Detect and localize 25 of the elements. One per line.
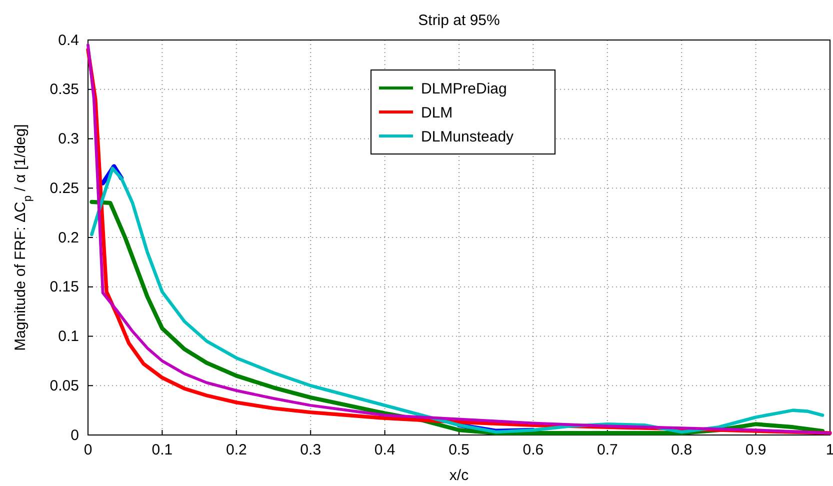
x-tick-label: 0 xyxy=(84,442,92,459)
y-tick-label: 0.35 xyxy=(50,81,79,98)
x-tick-label: 0.7 xyxy=(596,442,618,459)
x-tick-label: 0.1 xyxy=(152,442,173,459)
chart-title: Strip at 95% xyxy=(418,12,500,29)
x-tick-label: 1 xyxy=(826,442,833,459)
x-tick-label: 0.4 xyxy=(374,442,396,459)
y-tick-label: 0.25 xyxy=(50,180,79,197)
y-tick-label: 0.1 xyxy=(58,328,79,346)
x-tick-label: 0.9 xyxy=(745,442,766,459)
legend-label: DLMPreDiag xyxy=(421,80,507,98)
y-tick-label: 0.4 xyxy=(58,32,79,49)
legend-label: DLM xyxy=(421,104,453,122)
x-tick-label: 0.3 xyxy=(300,442,322,459)
legend-label: DLMunsteady xyxy=(421,128,514,146)
y-tick-label: 0.2 xyxy=(58,229,79,246)
x-tick-label: 0.8 xyxy=(671,442,692,459)
y-tick-label: 0 xyxy=(70,426,79,444)
y-tick-label: 0.15 xyxy=(50,278,79,296)
x-tick-label: 0.6 xyxy=(522,442,544,459)
x-tick-label: 0.2 xyxy=(226,442,247,459)
y-tick-label: 0.05 xyxy=(50,377,79,394)
x-axis-title: x/c xyxy=(449,467,470,484)
x-tick-label: 0.5 xyxy=(448,442,470,459)
y-tick-label: 0.3 xyxy=(58,130,79,148)
